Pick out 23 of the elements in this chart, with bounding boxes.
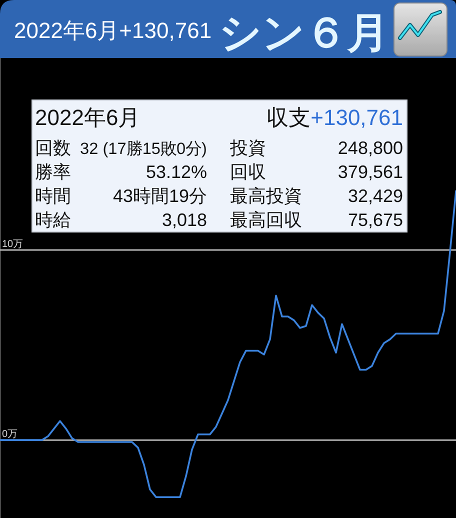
annotation: 2022年6月 bbox=[35, 105, 140, 130]
annotation: 32 (17勝15敗0分) bbox=[80, 140, 207, 158]
annotation: 時間 bbox=[35, 186, 71, 206]
annotation: 379,561 bbox=[338, 162, 403, 182]
annotation: 時給 bbox=[35, 210, 71, 230]
annotation: 53.12% bbox=[146, 162, 207, 182]
annotation: 勝率 bbox=[35, 162, 71, 182]
annotation: 32,429 bbox=[348, 186, 403, 206]
annotation: 収支 bbox=[266, 105, 311, 130]
annotation: 最高回収 bbox=[230, 210, 302, 230]
annotation: 投資 bbox=[229, 138, 266, 158]
annotation: 回収 bbox=[230, 162, 266, 182]
annotation: 43時間19分 bbox=[112, 186, 207, 206]
annotation: +130,761 bbox=[310, 105, 403, 130]
y-tick-label: 0万 bbox=[2, 429, 18, 440]
chart-subtitle: 2022年6月+130,761 bbox=[14, 18, 212, 43]
chart-title: シン６月 bbox=[219, 9, 389, 56]
annotation: 最高投資 bbox=[230, 186, 302, 206]
y-tick-label: 10万 bbox=[2, 238, 24, 250]
annotation: 3,018 bbox=[162, 210, 207, 230]
annotation: 248,800 bbox=[338, 138, 403, 158]
annotation: 75,675 bbox=[348, 210, 403, 230]
annotation: 回数 bbox=[35, 138, 71, 158]
